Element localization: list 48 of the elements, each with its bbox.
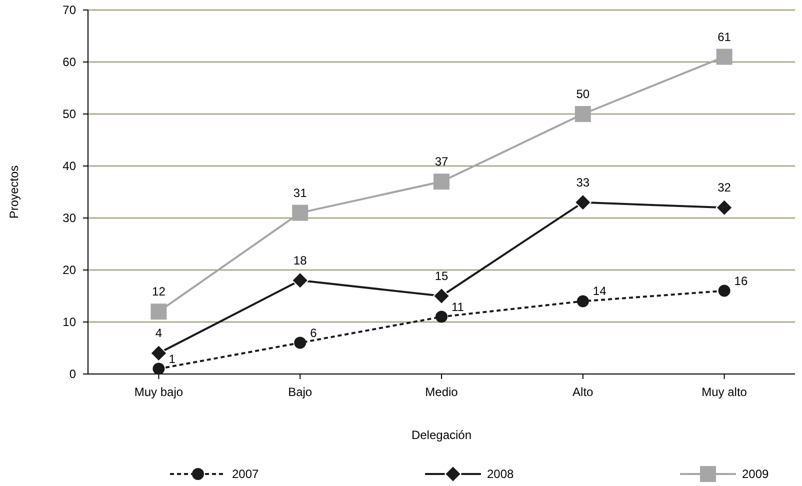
y-tick-label: 30 xyxy=(62,211,76,226)
point xyxy=(436,310,448,323)
data-label: 14 xyxy=(592,284,607,298)
point xyxy=(433,288,450,304)
data-label: 4 xyxy=(155,326,162,340)
point xyxy=(574,106,591,122)
y-tick-label: 10 xyxy=(62,315,76,330)
legend-label: 2009 xyxy=(742,467,770,482)
point xyxy=(576,295,589,308)
data-label: 32 xyxy=(718,180,732,195)
legend-label: 2008 xyxy=(487,467,514,482)
point xyxy=(294,336,306,349)
data-label: 1 xyxy=(168,352,176,366)
point xyxy=(292,272,309,289)
data-label: 50 xyxy=(576,87,590,101)
data-label: 16 xyxy=(734,274,748,288)
y-tick-label: 20 xyxy=(62,263,76,278)
data-label: 31 xyxy=(293,186,308,200)
point xyxy=(718,284,730,297)
point xyxy=(152,362,165,375)
x-tick-label: Medio xyxy=(425,385,458,399)
y-axis-title: Proyectos xyxy=(7,165,21,219)
legend-label: 2007 xyxy=(232,467,260,482)
point xyxy=(150,304,167,320)
data-label: 33 xyxy=(576,175,590,190)
y-tick-label: 70 xyxy=(62,3,76,18)
data-label: 11 xyxy=(452,300,464,314)
x-tick-label: Muy alto xyxy=(702,385,748,399)
data-label: 15 xyxy=(434,269,448,283)
data-label: 61 xyxy=(718,30,732,44)
point xyxy=(716,199,733,216)
y-tick-label: 50 xyxy=(62,107,76,122)
x-tick-label: Alto xyxy=(572,385,594,399)
point xyxy=(716,48,732,65)
y-tick-label: 60 xyxy=(62,55,76,70)
data-label: 37 xyxy=(434,154,448,169)
x-axis-title: Delegación xyxy=(411,428,472,442)
y-tick-label: 0 xyxy=(69,367,76,382)
x-tick-label: Muy bajo xyxy=(134,385,184,399)
point xyxy=(434,174,450,190)
data-label: 6 xyxy=(310,326,318,340)
data-label: 18 xyxy=(293,253,308,268)
x-tick-label: Bajo xyxy=(288,385,312,399)
y-tick-label: 40 xyxy=(62,159,76,174)
point xyxy=(574,194,592,211)
data-label: 12 xyxy=(152,284,166,299)
point xyxy=(150,344,168,362)
point xyxy=(292,204,308,221)
